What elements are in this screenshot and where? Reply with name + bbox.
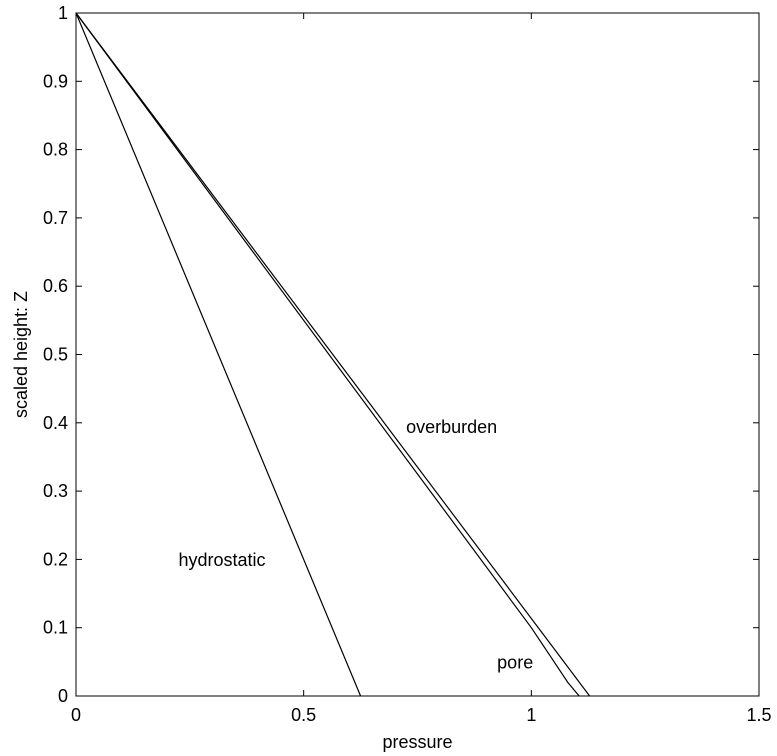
y-tick-label: 0.1	[43, 618, 68, 638]
y-tick-label: 0.7	[43, 208, 68, 228]
y-tick-label: 0.8	[43, 140, 68, 160]
y-tick-label: 0.2	[43, 549, 68, 569]
annotation-overburden: overburden	[406, 417, 497, 437]
x-tick-label: 0	[71, 705, 81, 725]
x-tick-label: 1	[526, 705, 536, 725]
y-tick-label: 0.4	[43, 413, 68, 433]
y-tick-label: 0.5	[43, 345, 68, 365]
ticks-layer: 0 0.5 1 1.5 0 0.1 0.2 0.3 0.4 0.5 0.6 0.7 0.8 0.9 1	[43, 3, 772, 725]
x-axis-label: pressure	[382, 732, 452, 752]
x-tick-label: 1.5	[746, 705, 771, 725]
annotation-layer: hydrostatic overburden pore	[178, 417, 533, 673]
annotation-hydrostatic: hydrostatic	[178, 550, 265, 570]
series-line-pore	[75, 12, 580, 697]
y-tick-label: 0.9	[43, 71, 68, 91]
x-tick-label: 0.5	[291, 705, 316, 725]
y-tick-label: 1	[58, 3, 68, 23]
y-tick-label: 0.6	[43, 276, 68, 296]
y-tick-label: 0.3	[43, 481, 68, 501]
series-layer	[75, 12, 591, 697]
series-line-overburden	[75, 12, 591, 697]
annotation-pore: pore	[497, 653, 533, 673]
series-line-hydrostatic	[75, 12, 362, 697]
y-axis-label: scaled height: Z	[11, 291, 31, 418]
y-tick-label: 0	[58, 686, 68, 706]
